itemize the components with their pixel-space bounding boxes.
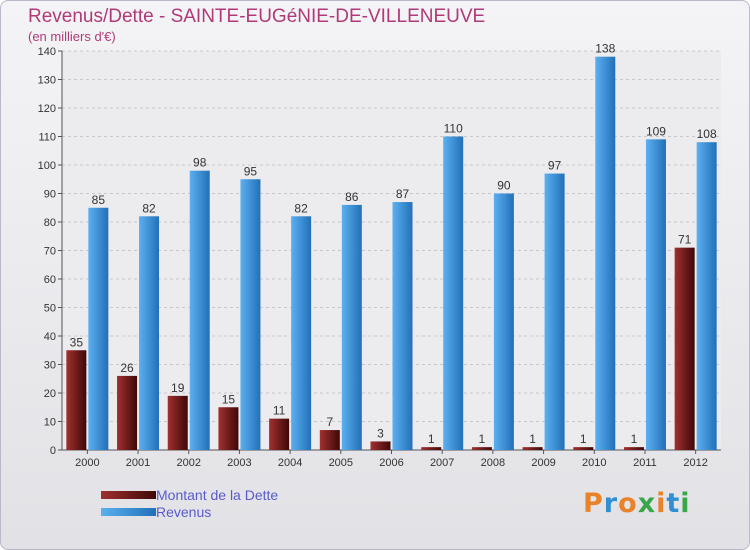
data-label-revenus: 108	[697, 127, 717, 141]
bar-dette	[674, 247, 695, 450]
bar-dette	[269, 418, 290, 450]
logo-text: Proxiti	[583, 488, 691, 519]
bar-revenus	[189, 170, 210, 450]
x-tick-label: 2003	[227, 457, 251, 469]
data-label-dette: 19	[171, 381, 185, 395]
legend-label-revenus: Revenus	[156, 504, 212, 520]
data-label-revenus: 138	[595, 42, 615, 56]
bar-dette	[66, 350, 87, 450]
data-label-revenus: 86	[345, 190, 359, 204]
data-label-dette: 1	[631, 432, 638, 446]
y-tick-label: 120	[38, 103, 56, 115]
data-label-dette: 1	[580, 432, 587, 446]
bar-revenus	[240, 179, 261, 450]
y-tick-label: 40	[44, 331, 56, 343]
bar-dette	[573, 447, 594, 450]
labels: 2000358520012682200219982003159520041182…	[70, 42, 717, 469]
bar-dette	[522, 447, 543, 450]
data-label-dette: 35	[70, 335, 84, 349]
y-tick-label: 10	[44, 417, 56, 429]
y-tick-label: 140	[38, 46, 56, 58]
data-label-dette: 1	[529, 432, 536, 446]
data-label-revenus: 95	[244, 164, 258, 178]
data-label-dette: 1	[428, 432, 435, 446]
data-label-revenus: 97	[548, 159, 562, 173]
y-tick-label: 100	[38, 160, 56, 172]
data-label-revenus: 82	[294, 201, 308, 215]
data-label-revenus: 109	[646, 124, 666, 138]
data-label-revenus: 110	[444, 122, 463, 136]
bar-revenus	[544, 173, 565, 451]
axes: 0 10 20 30 40 50 60 70 80 90 100 110 120 130 140	[38, 46, 721, 457]
y-tick-label: 130	[38, 75, 56, 87]
x-tick-label: 2001	[126, 457, 150, 469]
data-label-dette: 7	[326, 415, 333, 429]
x-tick-label: 2011	[633, 457, 657, 469]
bar-revenus	[443, 136, 464, 450]
data-label-dette: 1	[479, 432, 486, 446]
bar-dette	[117, 375, 138, 450]
x-tick-label: 2004	[278, 457, 302, 469]
y-tick-label: 70	[44, 246, 56, 258]
x-tick-label: 2009	[531, 457, 555, 469]
y-tick-label: 20	[44, 388, 56, 400]
bar-revenus	[645, 139, 666, 450]
bar-revenus	[392, 202, 413, 450]
proxiti-logo: Proxiti	[583, 488, 691, 519]
x-tick-label: 2002	[176, 457, 200, 469]
data-label-revenus: 82	[142, 201, 156, 215]
x-tick-label: 2012	[683, 457, 707, 469]
chart-subtitle: (en milliers d'€)	[28, 29, 116, 44]
x-tick-label: 2006	[379, 457, 403, 469]
y-tick-label: 90	[44, 189, 56, 201]
legend-label-debt: Montant de la Dette	[156, 487, 279, 503]
bar-revenus	[493, 193, 514, 450]
x-tick-label: 2008	[481, 457, 505, 469]
x-tick-label: 2007	[430, 457, 454, 469]
x-tick-label: 2000	[75, 457, 99, 469]
y-tick-label: 30	[44, 360, 56, 372]
legend-swatch-debt	[101, 491, 156, 499]
y-tick-label: 60	[44, 274, 56, 286]
bar-dette	[623, 447, 644, 450]
data-label-dette: 3	[377, 426, 384, 440]
bar-revenus	[595, 56, 616, 450]
data-label-revenus: 90	[497, 179, 511, 193]
bar-revenus	[341, 204, 362, 450]
bar-dette	[421, 447, 442, 450]
bar-dette	[370, 441, 391, 450]
data-label-dette: 11	[273, 404, 286, 418]
data-label-dette: 26	[120, 361, 134, 375]
bar-revenus	[88, 207, 109, 450]
bar-dette	[319, 430, 340, 450]
bar-dette	[167, 395, 188, 450]
data-label-revenus: 85	[92, 193, 106, 207]
data-label-revenus: 98	[193, 156, 207, 170]
legend-swatch-revenus	[101, 508, 156, 516]
bar-dette	[218, 407, 239, 450]
data-label-revenus: 87	[396, 187, 410, 201]
bar-revenus	[291, 216, 312, 450]
chart-title: Revenus/Dette - SAINTE-EUGéNIE-DE-VILLEN…	[28, 6, 486, 27]
bar-dette	[471, 447, 492, 450]
bar-revenus	[696, 142, 717, 450]
grid	[62, 50, 721, 451]
data-label-dette: 71	[678, 233, 692, 247]
bars	[66, 56, 717, 451]
x-tick-label: 2010	[582, 457, 606, 469]
y-tick-label: 80	[44, 217, 56, 229]
y-tick-label: 110	[38, 132, 56, 144]
data-label-dette: 15	[222, 392, 236, 406]
bar-revenus	[139, 216, 160, 450]
y-tick-label: 50	[44, 303, 56, 315]
x-tick-label: 2005	[329, 457, 353, 469]
y-tick-label: 0	[50, 445, 56, 457]
